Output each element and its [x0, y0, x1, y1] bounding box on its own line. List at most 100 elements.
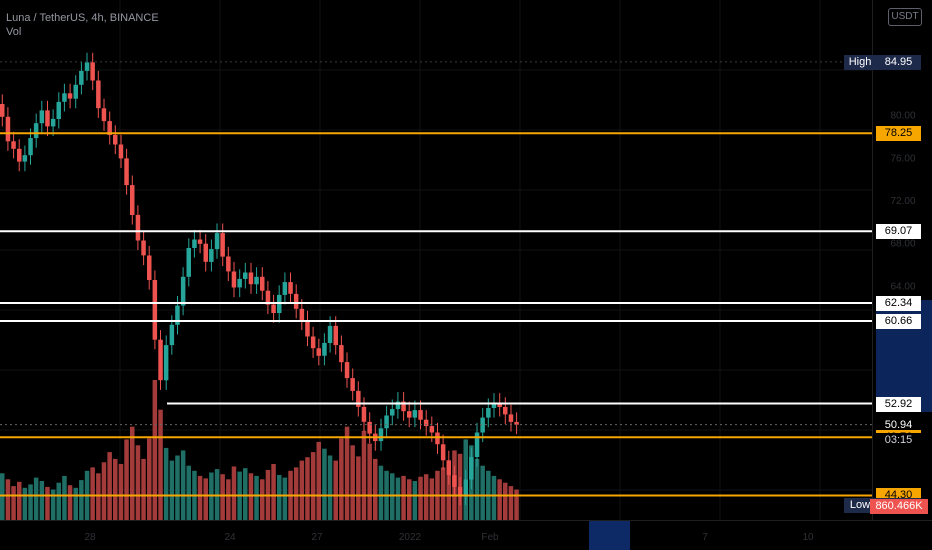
- candle-body[interactable]: [435, 432, 440, 445]
- candle-body[interactable]: [50, 118, 56, 127]
- candle-body[interactable]: [209, 249, 214, 262]
- candle-body[interactable]: [378, 428, 384, 442]
- candle-body[interactable]: [457, 486, 463, 496]
- candle-body[interactable]: [28, 138, 33, 156]
- candle-body[interactable]: [135, 214, 141, 241]
- candle-body[interactable]: [299, 308, 305, 321]
- candle-body[interactable]: [367, 421, 372, 434]
- candle-body[interactable]: [226, 256, 231, 272]
- candle-body[interactable]: [514, 421, 519, 425]
- candle-body[interactable]: [260, 276, 265, 291]
- candle-body[interactable]: [158, 339, 163, 381]
- candle-body[interactable]: [423, 419, 429, 427]
- candle-body[interactable]: [452, 475, 457, 487]
- candle-body[interactable]: [214, 233, 220, 250]
- candle-body[interactable]: [124, 158, 129, 186]
- candle-body[interactable]: [147, 255, 152, 281]
- candle-body[interactable]: [254, 276, 259, 285]
- candle-body[interactable]: [463, 479, 469, 496]
- candle-body[interactable]: [497, 402, 502, 407]
- candle-body[interactable]: [22, 155, 28, 162]
- candle-body[interactable]: [192, 239, 197, 249]
- candle-body[interactable]: [152, 280, 158, 340]
- candle-body[interactable]: [130, 185, 135, 215]
- candle-body[interactable]: [356, 390, 361, 407]
- candle-body[interactable]: [186, 248, 192, 277]
- candle-body[interactable]: [203, 243, 209, 262]
- candle-body[interactable]: [384, 415, 389, 429]
- candle-body[interactable]: [45, 110, 50, 127]
- candle-body[interactable]: [237, 278, 242, 288]
- candle-body[interactable]: [407, 411, 412, 418]
- candle-body[interactable]: [316, 348, 322, 356]
- candle-body[interactable]: [474, 432, 480, 458]
- candle-body[interactable]: [231, 271, 237, 288]
- time-range-selection[interactable]: [589, 521, 630, 550]
- candle-body[interactable]: [113, 134, 118, 145]
- volume-bar: [480, 465, 485, 520]
- candle-body[interactable]: [141, 240, 146, 256]
- candle-body[interactable]: [350, 378, 355, 391]
- candle-body[interactable]: [180, 276, 186, 306]
- candle-body[interactable]: [84, 62, 90, 71]
- low-label: Low: [844, 497, 876, 513]
- candle-body[interactable]: [163, 345, 169, 381]
- candle-body[interactable]: [33, 123, 39, 139]
- candle-body[interactable]: [361, 406, 367, 422]
- candle-body[interactable]: [282, 282, 288, 295]
- candle-body[interactable]: [390, 409, 395, 416]
- candle-body[interactable]: [169, 324, 175, 346]
- candle-body[interactable]: [327, 325, 333, 343]
- candle-body[interactable]: [339, 345, 344, 363]
- candle-body[interactable]: [67, 93, 73, 99]
- candle-body[interactable]: [469, 457, 474, 480]
- candle-body[interactable]: [508, 414, 514, 422]
- candle-body[interactable]: [310, 336, 316, 349]
- candle-body[interactable]: [5, 116, 11, 142]
- candle-body[interactable]: [440, 444, 446, 461]
- candle-body[interactable]: [401, 401, 406, 412]
- volume-bar: [0, 473, 5, 520]
- candle-body[interactable]: [293, 293, 299, 309]
- candle-body[interactable]: [429, 426, 435, 433]
- candle-body[interactable]: [491, 402, 497, 408]
- volume-bar: [322, 448, 327, 520]
- high-value-tag: 84.95: [876, 54, 921, 70]
- candle-body[interactable]: [271, 304, 276, 314]
- candle-body[interactable]: [480, 417, 485, 433]
- candle-body[interactable]: [39, 110, 45, 124]
- candle-body[interactable]: [288, 282, 293, 294]
- candle-body[interactable]: [197, 239, 203, 244]
- candle-body[interactable]: [175, 305, 180, 325]
- candle-body[interactable]: [265, 290, 271, 305]
- candle-body[interactable]: [243, 272, 248, 279]
- candle-body[interactable]: [344, 362, 350, 379]
- candle-body[interactable]: [62, 93, 67, 102]
- candle-body[interactable]: [17, 148, 22, 162]
- orange-level-tag: 78.25: [876, 126, 921, 142]
- candle-body[interactable]: [220, 233, 225, 257]
- candle-body[interactable]: [395, 401, 401, 410]
- candle-body[interactable]: [322, 342, 327, 356]
- volume-bar: [231, 466, 237, 520]
- candle-body[interactable]: [248, 272, 254, 285]
- candle-body[interactable]: [56, 101, 62, 119]
- candle-body[interactable]: [107, 121, 112, 135]
- candle-body[interactable]: [101, 108, 107, 122]
- candle-body[interactable]: [79, 70, 84, 85]
- candle-body[interactable]: [96, 80, 101, 109]
- candle-body[interactable]: [118, 144, 124, 159]
- candle-body[interactable]: [503, 406, 508, 415]
- candle-body[interactable]: [412, 410, 418, 418]
- candle-body[interactable]: [11, 141, 16, 149]
- candle-body[interactable]: [0, 104, 5, 117]
- candle-body[interactable]: [486, 408, 491, 418]
- candle-body[interactable]: [305, 320, 310, 337]
- candle-body[interactable]: [418, 410, 423, 420]
- candle-body[interactable]: [73, 84, 79, 99]
- candle-body[interactable]: [333, 325, 339, 346]
- currency-badge[interactable]: USDT: [888, 8, 922, 26]
- candle-body[interactable]: [446, 460, 452, 476]
- candle-body[interactable]: [90, 62, 95, 81]
